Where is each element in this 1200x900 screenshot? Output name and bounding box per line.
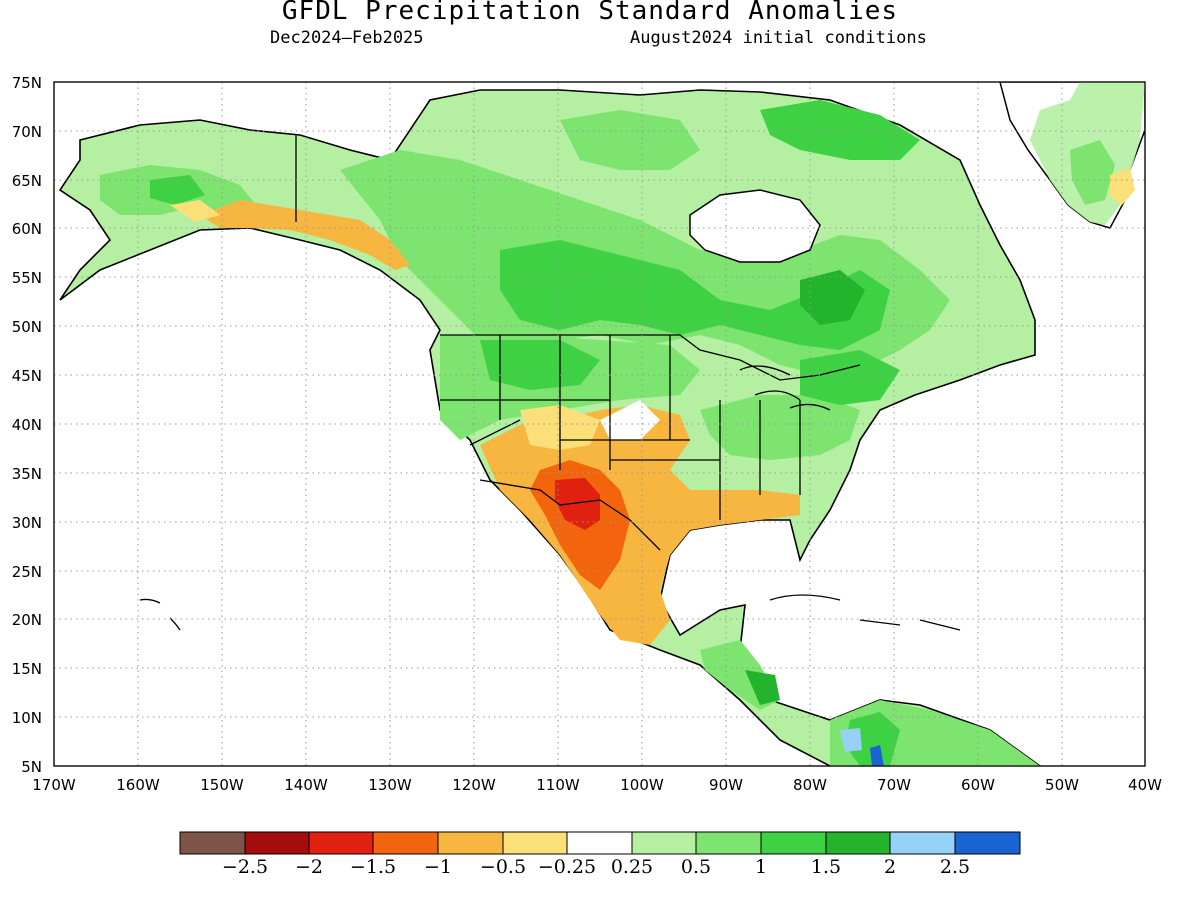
canada-wet-anomaly-core	[500, 240, 890, 350]
northern-rockies-wet-anomaly-core	[480, 340, 600, 390]
colorbar-label: 2	[884, 856, 896, 878]
forecast-period: Dec2024–Feb2025	[270, 28, 424, 48]
pacific-coast-dry-anomaly	[200, 200, 410, 270]
lat-label: 60N	[12, 220, 42, 238]
caribbean-islands	[769, 594, 961, 631]
colorbar-swatch	[695, 831, 762, 855]
colorbar-swatch	[631, 831, 697, 855]
us-mexico-border	[479, 479, 661, 551]
lat-label: 5N	[21, 758, 42, 776]
colorbar-label: −1	[424, 856, 452, 878]
colorbar-swatch	[502, 831, 568, 855]
lat-label: 45N	[12, 367, 42, 385]
colorbar-label: −2.5	[222, 856, 268, 878]
lon-label: 130W	[368, 776, 412, 794]
lon-label: 100W	[620, 776, 664, 794]
colorbar-label: 0.25	[611, 856, 653, 878]
colorado-near-normal	[600, 400, 660, 440]
lon-label: 160W	[116, 776, 160, 794]
map-border	[53, 81, 1146, 767]
colorbar-label: −0.5	[480, 856, 526, 878]
alaska-wet-anomaly-core	[150, 175, 205, 205]
quebec-wet-anomaly-peak	[800, 270, 865, 325]
alaska-weak-dry-anomaly	[170, 200, 220, 222]
colorbar-labels: −2.5 −2 −1.5 −1 −0.5 −0.25 0.25 0.5 1 1.…	[222, 856, 970, 878]
colorbar-swatch	[825, 831, 891, 855]
colombia-extreme-wet-anomaly	[870, 745, 884, 766]
anomaly-field	[54, 82, 1145, 766]
lon-label: 70W	[877, 776, 911, 794]
lat-label: 10N	[12, 709, 42, 727]
colorbar-swatch	[760, 831, 827, 855]
lon-label: 40W	[1128, 776, 1162, 794]
graticule	[54, 82, 1145, 766]
greenland-dry-anomaly	[1110, 168, 1135, 205]
ohio-valley-wet-anomaly	[700, 395, 860, 460]
colorbar-swatch	[308, 831, 374, 855]
colorbar-swatch	[889, 831, 956, 855]
colombia-wet-anomaly-core	[845, 712, 900, 766]
lat-label: 20N	[12, 611, 42, 629]
northeast-us-wet-anomaly	[800, 350, 900, 405]
latitude-labels: 75N 70N 65N 60N 55N 50N 45N 40N 35N 30N …	[12, 74, 42, 776]
colorbar-label: 0.5	[681, 856, 711, 878]
colorbar-label: 1	[755, 856, 767, 878]
colorbar-swatch	[244, 831, 310, 855]
lat-label: 30N	[12, 514, 42, 532]
longitude-labels: 170W 160W 150W 140W 130W 120W 110W 100W …	[32, 776, 1162, 794]
initial-conditions-label: August2024 initial conditions	[630, 28, 927, 48]
colorbar-swatch	[566, 831, 633, 855]
hudson-bay-water	[689, 189, 821, 263]
colorbar-label: −0.25	[538, 856, 596, 878]
colorbar-swatch	[437, 831, 504, 855]
colorbar-label: −2	[295, 856, 323, 878]
great-lakes	[739, 365, 831, 411]
map-title: GFDL Precipitation Standard Anomalies	[281, 0, 899, 26]
lat-label: 50N	[12, 318, 42, 336]
central-america-wet-anomaly-core	[745, 670, 780, 705]
state-borders	[440, 335, 801, 520]
lon-label: 60W	[961, 776, 995, 794]
southwest-strong-dry-anomaly	[555, 478, 600, 530]
colorbar-label: −1.5	[350, 856, 396, 878]
lon-label: 90W	[709, 776, 743, 794]
lon-label: 150W	[200, 776, 244, 794]
lat-label: 40N	[12, 416, 42, 434]
colorbar-label: 2.5	[940, 856, 970, 878]
lat-label: 65N	[12, 172, 42, 190]
lat-label: 55N	[12, 269, 42, 287]
lon-label: 50W	[1045, 776, 1079, 794]
colorbar-label: 1.5	[811, 856, 841, 878]
greenland-wet-anomaly-core	[1070, 140, 1115, 205]
lon-label: 80W	[793, 776, 827, 794]
lon-label: 120W	[452, 776, 496, 794]
lat-label: 35N	[12, 465, 42, 483]
colorbar-swatch	[179, 831, 246, 855]
lat-label: 75N	[12, 74, 42, 92]
nunavut-wet-anomaly	[760, 100, 920, 160]
nw-territories-wet-anomaly	[560, 110, 700, 170]
lat-label: 25N	[12, 563, 42, 581]
lat-label: 15N	[12, 660, 42, 678]
lon-label: 170W	[32, 776, 76, 794]
lon-label: 140W	[284, 776, 328, 794]
colorbar-swatch	[954, 831, 1021, 855]
lat-label: 70N	[12, 123, 42, 141]
colorbar	[179, 831, 1021, 855]
colorbar-swatch	[372, 831, 439, 855]
lon-label: 110W	[536, 776, 580, 794]
colombia-very-wet-anomaly	[840, 728, 862, 752]
